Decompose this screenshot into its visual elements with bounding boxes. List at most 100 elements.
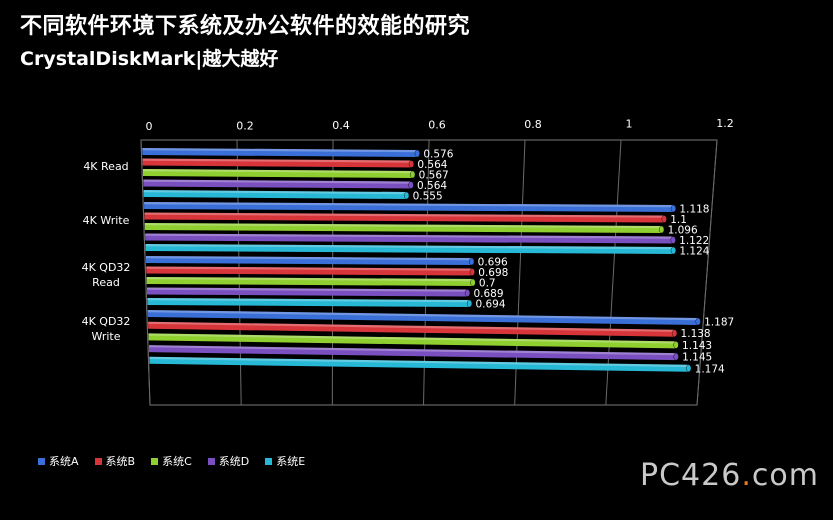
bar-cap (673, 352, 679, 361)
legend-swatch (265, 457, 273, 465)
bar (149, 356, 689, 372)
data-label: 1.187 (704, 317, 734, 329)
legend-swatch (207, 457, 215, 465)
bar-cap (695, 317, 701, 326)
bar-highlight (145, 233, 674, 239)
data-label: 0.694 (475, 299, 505, 311)
watermark-accent: . (741, 458, 752, 493)
bar-cap (469, 268, 475, 276)
bar-highlight (145, 244, 674, 250)
watermark-logo: PC426.com (640, 458, 819, 493)
data-label: 0.564 (417, 159, 447, 171)
x-tick-label: 0.8 (524, 118, 542, 131)
bar (142, 148, 418, 157)
legend-item: 系统D (207, 453, 250, 469)
category-label: 4K Write (83, 214, 130, 227)
bar (145, 244, 674, 254)
bar (147, 287, 468, 297)
bar-cap (408, 181, 414, 189)
data-label: 0.698 (478, 267, 508, 279)
bar-cap (673, 341, 679, 349)
data-label: 1.1 (670, 214, 687, 226)
bar-highlight (142, 148, 418, 153)
legend-label: 系统D (218, 455, 250, 468)
data-label: 1.174 (695, 363, 725, 375)
bar (145, 233, 674, 244)
legend-label: 系统A (49, 455, 79, 468)
legend-label: 系统C (162, 455, 192, 468)
data-label: 1.096 (668, 225, 698, 237)
bar-highlight (142, 158, 412, 163)
bar-highlight (144, 202, 674, 208)
bar-highlight (148, 321, 675, 332)
watermark-tail: com (751, 458, 819, 493)
chart-title: 不同软件环境下系统及办公软件的效能的研究 (20, 14, 471, 39)
bar-cap (414, 149, 420, 158)
bar-cap (408, 160, 414, 168)
x-tick-label: 0 (146, 120, 153, 133)
bar-cap (466, 299, 473, 308)
gridline (605, 139, 622, 406)
bar-cap (410, 170, 416, 179)
data-label: 1.143 (682, 340, 712, 352)
bar-highlight (143, 179, 412, 184)
bar-cap (470, 278, 476, 287)
bar-cap (469, 257, 475, 266)
data-label: 0.696 (478, 257, 508, 269)
x-tick-label: 0.4 (332, 119, 350, 132)
watermark-main: PC426 (640, 458, 742, 493)
gridline (696, 139, 718, 406)
bar (144, 223, 662, 233)
bar (145, 256, 472, 265)
data-label: 0.567 (419, 170, 449, 182)
bar (148, 321, 675, 337)
legend-item: 系统B (94, 453, 135, 469)
chart-subtitle: CrystalDiskMark|越大越好 (20, 48, 279, 70)
legend-item: 系统C (151, 453, 192, 469)
bar-cap (661, 215, 667, 223)
bar-cap (671, 329, 678, 337)
gridline (514, 139, 526, 406)
bar-cap (659, 225, 665, 234)
bar (142, 158, 412, 168)
data-label: 0.689 (473, 288, 503, 300)
legend-swatch (38, 457, 45, 465)
bar (143, 179, 412, 189)
data-label: 0.555 (413, 191, 443, 203)
bar (142, 169, 413, 178)
category-label: 4K QD32 (82, 261, 131, 274)
bar-highlight (148, 333, 677, 344)
gridline (140, 139, 151, 406)
data-label: 0.564 (417, 180, 447, 192)
bar (148, 333, 677, 349)
bar-cap (464, 289, 471, 297)
bar-highlight (147, 298, 470, 303)
bar-cap (670, 246, 676, 255)
bar (144, 212, 665, 223)
legend-label: 系统E (276, 455, 306, 468)
bar-highlight (144, 212, 665, 218)
category-label: Write (91, 330, 120, 343)
bar-cap (403, 191, 410, 200)
bar-highlight (147, 287, 468, 292)
bar-cap (686, 364, 692, 372)
bar-highlight (144, 223, 662, 229)
data-label: 1.138 (681, 328, 711, 340)
bar (146, 277, 473, 286)
category-label: 4K Read (83, 160, 128, 173)
data-label: 0.7 (479, 278, 496, 290)
bar (146, 266, 473, 276)
legend-item: 系统E (265, 453, 305, 469)
x-tick-label: 1 (626, 118, 633, 131)
x-tick-label: 0.2 (236, 120, 254, 133)
data-label: 1.118 (679, 204, 709, 216)
bar-highlight (146, 277, 473, 282)
bar (148, 345, 677, 361)
legend-item: 系统A (38, 453, 79, 469)
data-label: 1.145 (682, 352, 712, 364)
data-label: 1.124 (679, 246, 709, 258)
legend: 系统A 系统B 系统C 系统D 系统E (38, 453, 305, 469)
x-tick-label: 1.2 (716, 117, 734, 130)
bar (143, 190, 407, 199)
